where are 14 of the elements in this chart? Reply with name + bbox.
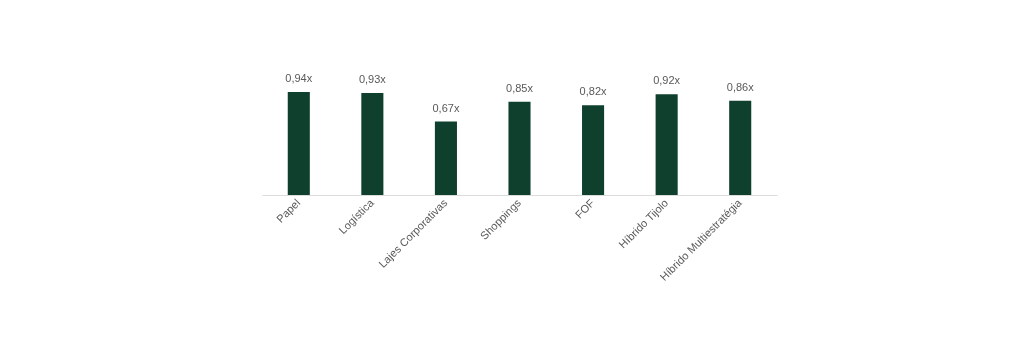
data-label: 0,93x <box>358 73 387 86</box>
data-label: 0,94x <box>285 72 313 84</box>
bar <box>582 105 605 195</box>
bar <box>729 100 752 195</box>
data-label: 0,82x <box>579 85 608 98</box>
bar <box>508 101 531 195</box>
bar <box>287 92 310 195</box>
bar <box>655 94 678 195</box>
data-label: 0,67x <box>432 101 460 114</box>
data-label: 0,86x <box>726 80 755 93</box>
bar <box>361 93 384 195</box>
bar <box>434 121 457 195</box>
data-label: 0,92x <box>653 74 681 87</box>
data-label: 0,85x <box>506 81 534 94</box>
